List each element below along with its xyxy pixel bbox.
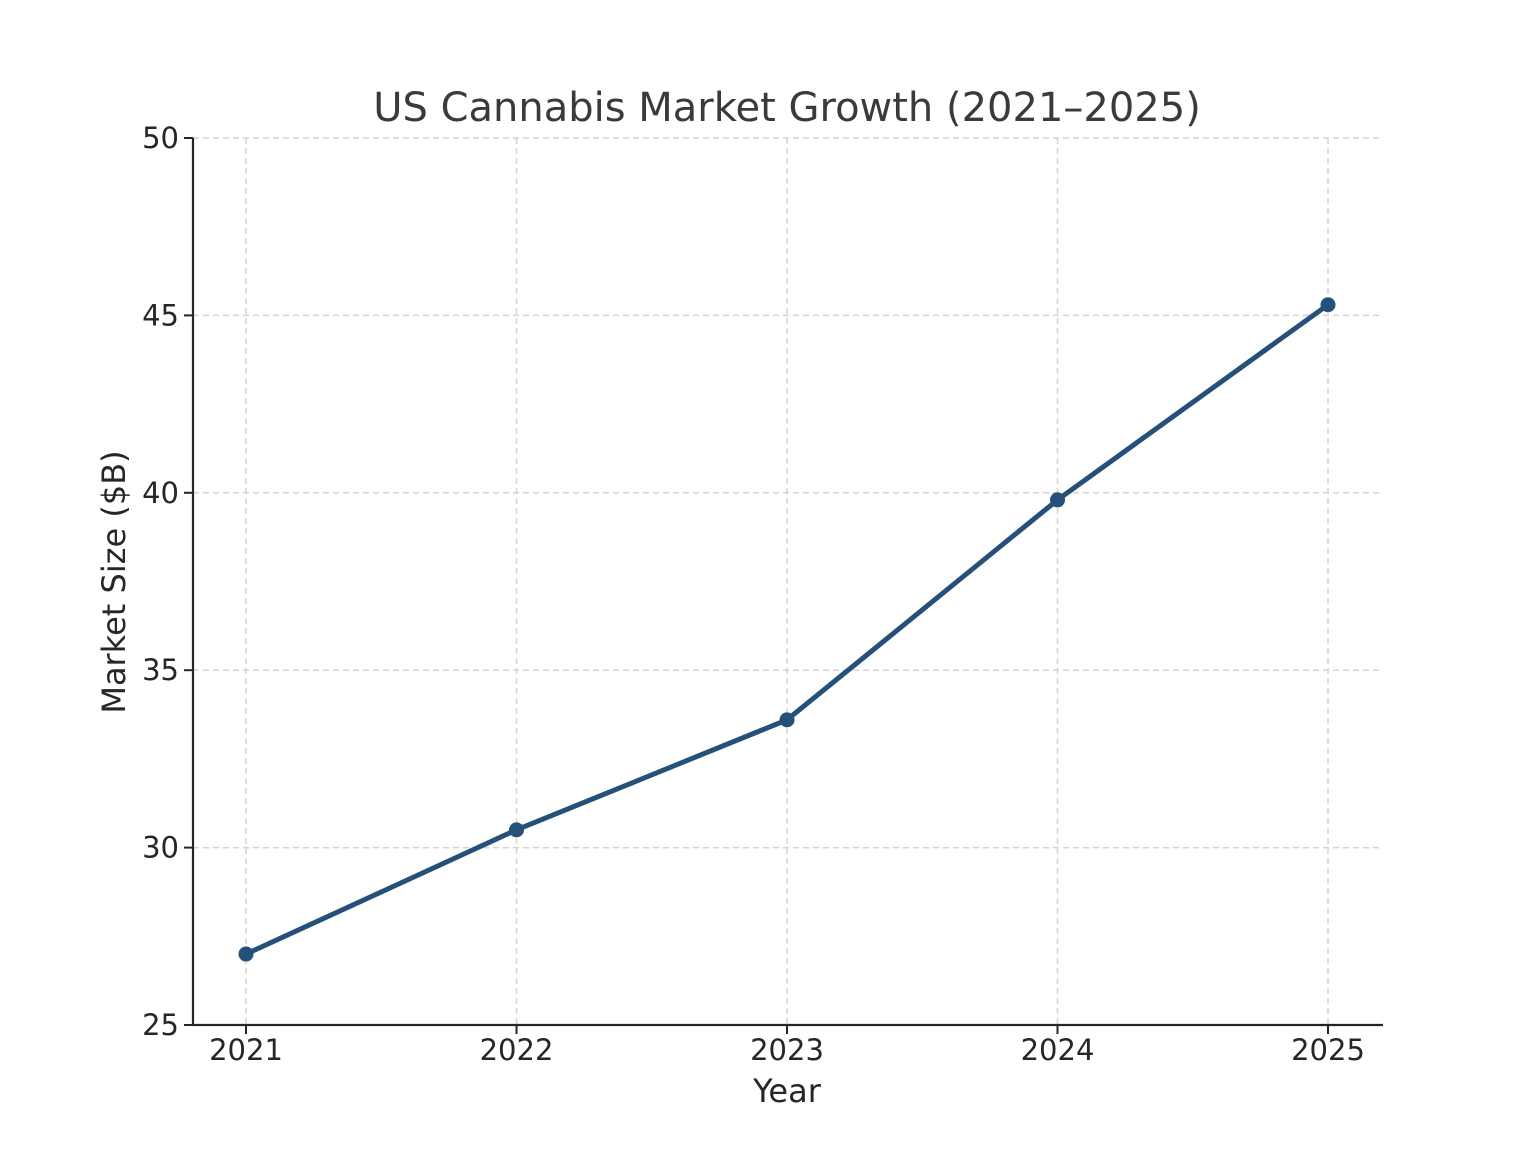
data-point-marker [779,712,795,728]
x-tick-label: 2024 [1021,1033,1095,1067]
axes [191,138,1383,1027]
y-axis-label: Market Size ($B) [95,450,133,713]
x-axis-label: Year [752,1072,822,1110]
x-tick-label: 2025 [1291,1033,1365,1067]
data-point-marker [238,946,254,962]
y-tick-label: 35 [142,653,179,687]
y-tick-label: 25 [142,1008,179,1042]
y-tick-label: 45 [142,298,179,332]
grid-lines [193,137,1383,1026]
y-tick-label: 30 [142,831,179,865]
y-ticks: 25 30 35 40 45 50 [142,121,193,1042]
x-ticks: 2021 2022 2023 2024 2025 [209,1025,1365,1067]
chart-title: US Cannabis Market Growth (2021–2025) [373,85,1201,131]
x-tick-label: 2021 [209,1033,283,1067]
data-point-marker [1320,297,1336,313]
data-series [238,297,1336,962]
y-tick-label: 50 [142,121,179,155]
data-point-marker [1050,492,1065,508]
data-point-marker [509,822,524,838]
y-tick-label: 40 [142,476,179,510]
x-tick-label: 2023 [750,1033,824,1067]
x-tick-label: 2022 [480,1033,554,1067]
